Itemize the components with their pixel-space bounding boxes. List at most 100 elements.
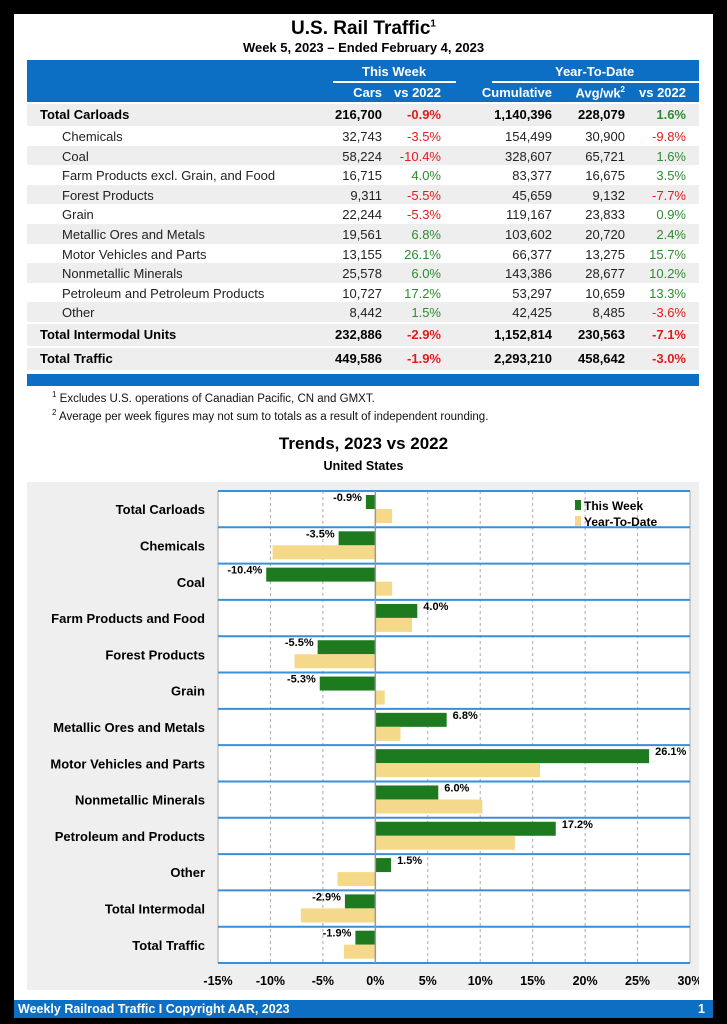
x-tick-label: -10% [256,974,285,988]
cell-ytd_vs: 1.6% [656,148,686,164]
cell-cars: 19,561 [342,226,382,242]
legend-label: This Week [584,499,643,513]
page-subtitle: Week 5, 2023 – Ended February 4, 2023 [242,40,485,55]
cell-cum: 103,602 [505,226,552,242]
cell-ytd_vs: -3.6% [652,305,686,321]
cell-cum: 143,386 [505,266,552,282]
bar-this-week [375,858,392,873]
cell-avg: 65,721 [585,148,625,164]
x-tick-label: 0% [366,974,384,988]
cell-ytd_vs: 3.5% [656,168,686,184]
cell-vs: 4.0% [411,168,441,184]
cell-avg: 8,485 [592,305,625,321]
cell-cars: 58,224 [342,148,382,164]
data-label: -0.9% [333,492,362,504]
data-label: 17.2% [562,819,593,831]
cell-vs: -2.9% [407,326,441,342]
table-row: Forest Products 9,311 -5.5% 45,659 9,132 -7.7… [27,184,699,205]
cell-label: Farm Products excl. Grain, and Food [62,168,276,184]
category-label: Farm Products and Food [51,611,205,626]
cell-vs: 6.8% [411,226,441,242]
category-label: Total Intermodal [105,902,205,917]
cell-label: Petroleum and Petroleum Products [62,285,265,301]
footnote-2: 2 Average per week figures may not sum t… [52,408,488,423]
cell-label: Total Carloads [40,107,130,122]
cell-cum: 2,293,210 [494,350,552,366]
table-bottom-bar [27,373,699,386]
table-row: Total Traffic 449,586 -1.9% 2,293,210 458,64… [27,347,699,370]
cell-cars: 13,155 [342,246,382,262]
plot-area [218,491,690,963]
table-row: Nonmetallic Minerals 25,578 6.0% 143,386 28,… [27,263,699,283]
cell-vs: -5.5% [407,187,441,203]
cell-cum: 83,377 [512,168,552,184]
bar-ytd [300,908,376,923]
group-ytd: Year-To-Date [555,64,635,79]
table-row: Total Intermodal Units 232,886 -2.9% 1,152,… [27,323,699,346]
table-row: Petroleum and Petroleum Products 10,727 17… [27,283,699,303]
category-label: Coal [177,575,205,590]
bar-ytd [375,835,515,850]
legend-label: Year-To-Date [584,515,657,529]
cell-avg: 228,079 [578,107,625,122]
cell-ytd_vs: 13.3% [649,285,686,301]
bar-ytd [375,581,393,596]
category-label: Other [170,865,205,880]
table-row: Metallic Ores and Metals 19,561 6.8% 103,60… [27,223,699,244]
col-avg-wk: Avg/wk2 [576,85,625,100]
table-row: Chemicals 32,743 -3.5% 154,499 30,900 -9.8% [27,126,699,146]
cell-ytd_vs: -7.1% [652,326,686,342]
traffic-table: This Week Year-To-Date Cars vs 2022 Cumu… [27,60,702,386]
table-header: This Week Year-To-Date Cars vs 2022 Cumu… [27,60,702,102]
bar-this-week [319,676,376,691]
table-row: Coal 58,224 -10.4% 328,607 65,721 1.6% [27,145,699,166]
table-row: Motor Vehicles and Parts 13,155 26.1% 66,37… [27,244,699,264]
cell-cars: 10,727 [342,285,382,301]
fn-mark: 2 [52,408,57,417]
title-text: U.S. Rail Traffic [291,18,431,39]
cell-vs: 6.0% [411,266,441,282]
cell-label: Motor Vehicles and Parts [62,246,207,262]
cell-cum: 1,152,814 [494,326,552,342]
x-tick-label: -15% [203,974,232,988]
data-label: -5.3% [287,674,316,686]
legend-swatch [575,500,581,510]
chart-subtitle: United States [323,459,404,473]
cell-avg: 30,900 [585,129,625,144]
bar-this-week [344,894,376,909]
fn-text: Excludes U.S. operations of Canadian Pac… [59,392,375,405]
cell-cars: 449,586 [335,350,382,366]
data-label: 1.5% [397,855,422,867]
cell-cum: 119,167 [505,207,552,223]
category-label: Grain [171,684,205,699]
bar-this-week [338,531,376,546]
bar-ytd [375,617,413,632]
table-row: Other 8,442 1.5% 42,425 8,485 -3.6% [27,302,699,322]
cell-vs: -1.9% [407,350,441,366]
data-label: -5.5% [285,637,314,649]
col-vs-2022: vs 2022 [394,85,441,100]
cell-ytd_vs: 1.6% [656,107,686,122]
table-row: Total Carloads 216,700 -0.9% 1,140,396 228,0… [27,104,699,126]
cell-label: Coal [62,148,89,164]
cell-avg: 20,720 [585,226,625,242]
col-ytd-vs-2022: vs 2022 [639,85,686,100]
category-label: Total Traffic [132,938,205,953]
bar-this-week [266,567,376,582]
divider [492,81,702,83]
bar-ytd [343,944,376,959]
bar-this-week [375,821,556,836]
cell-label: Forest Products [62,187,154,203]
cell-vs: -5.3% [407,207,441,223]
table-row: Farm Products excl. Grain, and Food 16,71… [27,165,699,185]
cell-avg: 13,275 [585,246,625,262]
cell-cum: 66,377 [512,246,552,262]
bar-ytd [294,654,376,669]
cell-vs: 1.5% [411,305,441,321]
cell-ytd_vs: 2.4% [656,226,686,242]
cell-avg: 9,132 [592,187,625,203]
bar-ytd [375,799,483,814]
cell-avg: 23,833 [585,207,625,223]
bar-this-week [375,749,650,764]
footnote-1: 1 Excludes U.S. operations of Canadian P… [52,390,375,405]
